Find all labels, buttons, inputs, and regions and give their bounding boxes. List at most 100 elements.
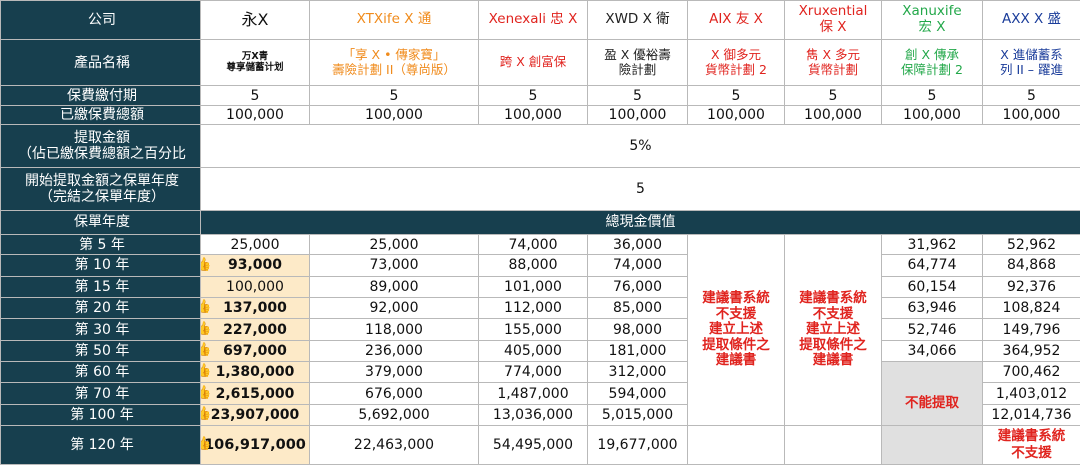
payment-period-cell: 5 (982, 85, 1080, 106)
company-row: 公司 永X XTXife X 通 Xenexali 忠 X XWD X 衛 AI… (0, 0, 1080, 40)
product-name: X 御多元 貨幣計劃 2 (687, 38, 785, 87)
cash-value-cell: 149,796 (982, 318, 1080, 341)
company-name: 永X (200, 0, 310, 40)
label-policy-year: 保單年度 (0, 209, 201, 235)
cash-value-cell: 73,000 (309, 254, 479, 277)
cash-value-cell: 101,000 (478, 275, 588, 299)
cash-value-cell-highlight: 👍93,000 (200, 254, 310, 277)
premium-paid-cell: 100,000 (587, 104, 688, 126)
company-name: XTXife X 通 (309, 0, 479, 40)
cash-value-cell: 52,962 (982, 233, 1080, 256)
cash-value-cell-highlight: 👍137,000 (200, 297, 310, 320)
product-name: 跨 X 創富保 (478, 38, 588, 87)
cash-value-cell: 12,014,736 (982, 403, 1080, 427)
cash-value-cell: 88,000 (478, 254, 588, 277)
cash-value-cell-highlight: 👍697,000 (200, 339, 310, 363)
withdraw-start-row: 開始提取金額之保單年度 （完結之保單年度） 5 (0, 166, 1080, 211)
payment-period-cell: 5 (687, 85, 785, 106)
cash-value-header-row: 保單年度 總現金價值 (0, 209, 1080, 235)
year-label: 第 15 年 (0, 275, 201, 299)
thumbs-up-icon: 👍 (202, 257, 212, 273)
year-row: 第 100 年 👍23,907,000 5,692,000 13,036,000… (0, 403, 1080, 427)
cash-value-cell: 405,000 (478, 339, 588, 363)
year-label: 第 10 年 (0, 254, 201, 277)
cash-value-cell-highlight: 👍227,000 (200, 318, 310, 341)
cash-value-cell: 1,487,000 (478, 382, 588, 405)
label-withdraw-start: 開始提取金額之保單年度 （完結之保單年度） (0, 166, 201, 211)
product-name: 「享 X • 傳家寶」 壽險計劃 II（尊尚版） (309, 38, 479, 87)
year-label: 第 20 年 (0, 297, 201, 320)
cash-value-cell: 19,677,000 (587, 425, 688, 465)
company-name: Xanuxife 宏 X (881, 0, 983, 40)
premium-paid-cell: 100,000 (881, 104, 983, 126)
cash-value-cell: 112,000 (478, 297, 588, 320)
premium-paid-cell: 100,000 (982, 104, 1080, 126)
label-premium-paid: 已繳保費總額 (0, 104, 201, 126)
cash-value-cell-highlight: 👍106,917,000 (200, 425, 310, 465)
cash-value-cell-highlight: 👍23,907,000 (200, 403, 310, 427)
cash-value-cell: 31,962 (881, 233, 983, 256)
payment-period-cell: 5 (784, 85, 882, 106)
payment-period-cell: 5 (478, 85, 588, 106)
year-row: 第 30 年 👍227,000 118,000 155,000 98,000 5… (0, 318, 1080, 341)
thumbs-up-icon: 👍 (202, 300, 212, 316)
cash-value-cell: 676,000 (309, 382, 479, 405)
cash-value-cell: 54,495,000 (478, 425, 588, 465)
product-name: 万X青 尊享儲蓄计划 (200, 38, 310, 87)
empty-cell (881, 425, 983, 465)
thumbs-up-icon: 👍 (202, 437, 212, 453)
year-row: 第 120 年 👍106,917,000 22,463,000 54,495,0… (0, 425, 1080, 465)
cash-value-cell: 34,066 (881, 339, 983, 363)
not-supported-note: 建議書系統 不支援 建立上述 提取條件之 建議書 (784, 233, 882, 427)
year-label: 第 120 年 (0, 425, 201, 465)
cash-value-cell: 25,000 (200, 233, 310, 256)
withdrawal-pct-value: 5% (200, 124, 1080, 168)
cash-value-cell: 63,946 (881, 297, 983, 320)
cash-value-cell: 84,868 (982, 254, 1080, 277)
year-row: 第 5 年 25,000 25,000 74,000 36,000 建議書系統 … (0, 233, 1080, 427)
premium-paid-cell: 100,000 (309, 104, 479, 126)
cash-value-cell: 74,000 (587, 254, 688, 277)
year-row: 第 50 年 👍697,000 236,000 405,000 181,000 … (0, 339, 1080, 363)
premium-paid-cell: 100,000 (687, 104, 785, 126)
label-company: 公司 (0, 0, 201, 40)
cash-value-cell-highlight: 100,000 (200, 275, 310, 299)
cash-value-cell: 312,000 (587, 361, 688, 384)
company-name: XWD X 衛 (587, 0, 688, 40)
cash-value-cell: 5,692,000 (309, 403, 479, 427)
empty-cell (784, 425, 882, 465)
company-name: AXX X 盛 (982, 0, 1080, 40)
withdrawal-pct-row: 提取金額 （佔已繳保費總額之百分比 5% (0, 124, 1080, 168)
year-row: 第 20 年 👍137,000 92,000 112,000 85,000 63… (0, 297, 1080, 320)
year-label: 第 50 年 (0, 339, 201, 363)
year-label: 第 70 年 (0, 382, 201, 405)
cash-value-cell: 700,462 (982, 361, 1080, 384)
premium-paid-cell: 100,000 (200, 104, 310, 126)
cash-value-cell: 36,000 (587, 233, 688, 256)
company-name: Xruxential 保 X (784, 0, 882, 40)
payment-period-cell: 5 (881, 85, 983, 106)
year-label: 第 100 年 (0, 403, 201, 427)
cash-value-cell: 85,000 (587, 297, 688, 320)
premium-paid-row: 已繳保費總額 100,000 100,000 100,000 100,000 1… (0, 104, 1080, 126)
cash-value-cell: 1,403,012 (982, 382, 1080, 405)
cash-value-cell: 155,000 (478, 318, 588, 341)
cash-value-cell: 60,154 (881, 275, 983, 299)
cash-value-cell: 89,000 (309, 275, 479, 299)
cash-value-cell: 181,000 (587, 339, 688, 363)
payment-period-cell: 5 (587, 85, 688, 106)
cash-value-cell: 379,000 (309, 361, 479, 384)
thumbs-up-icon: 👍 (202, 385, 212, 401)
not-supported-note: 建議書系統 不支援 (982, 425, 1080, 465)
product-name: 創 X 傳承 保障計劃 2 (881, 38, 983, 87)
year-label: 第 5 年 (0, 233, 201, 256)
not-supported-note: 建議書系統 不支援 建立上述 提取條件之 建議書 (687, 233, 785, 427)
cash-value-cell: 76,000 (587, 275, 688, 299)
cash-value-cell: 92,376 (982, 275, 1080, 299)
product-name: 雋 X 多元 貨幣計劃 (784, 38, 882, 87)
cash-value-cell: 22,463,000 (309, 425, 479, 465)
total-cash-value-header: 總現金價值 (200, 209, 1080, 235)
year-label: 第 30 年 (0, 318, 201, 341)
withdraw-start-value: 5 (200, 166, 1080, 211)
